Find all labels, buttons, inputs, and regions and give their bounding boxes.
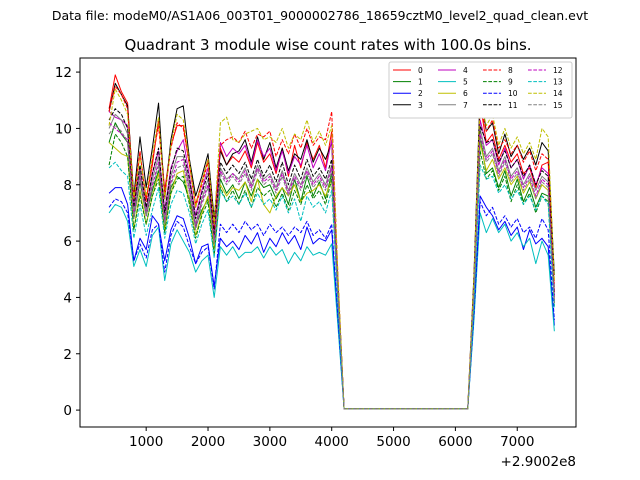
series-line-4	[108, 111, 555, 410]
legend-label-5: 5	[463, 78, 468, 87]
series-line-5	[108, 203, 555, 410]
legend-label-2: 2	[418, 89, 423, 98]
series-line-10	[108, 198, 555, 410]
x-tick-label: 1000	[129, 434, 163, 450]
y-axis: 0 2 4 6 8 10 12	[55, 65, 80, 419]
x-tick-label: 2000	[191, 434, 225, 450]
legend-label-8: 8	[508, 66, 513, 75]
legend-box	[388, 61, 573, 119]
y-tick-label: 8	[63, 178, 72, 194]
legend-label-11: 11	[508, 101, 518, 110]
y-tick-label: 12	[55, 65, 72, 81]
axes-frame	[79, 57, 577, 428]
legend-label-13: 13	[553, 78, 563, 87]
y-tick-label: 2	[63, 347, 72, 363]
x-offset-label: +2.9002e8	[501, 454, 576, 470]
legend-label-0: 0	[418, 66, 423, 75]
x-tick-label: 5000	[376, 434, 410, 450]
suptitle: Data file: modeM0/AS1A06_003T01_90000027…	[52, 8, 588, 23]
chart-title: Quadrant 3 module wise count rates with …	[124, 36, 531, 54]
x-axis: 1000 2000 3000 4000 5000 6000 7000	[129, 427, 534, 450]
series-line-11	[108, 108, 555, 410]
legend-label-9: 9	[508, 78, 513, 87]
legend-label-1: 1	[418, 78, 423, 87]
series-line-13	[108, 161, 555, 410]
x-tick-label: 4000	[315, 434, 349, 450]
legend-label-6: 6	[463, 89, 468, 98]
legend-label-15: 15	[553, 101, 563, 110]
series-line-12	[108, 122, 555, 410]
plot-area	[79, 57, 577, 428]
legend-label-12: 12	[553, 66, 563, 75]
series-layer	[108, 74, 555, 410]
y-tick-label: 10	[55, 121, 72, 137]
legend-label-14: 14	[553, 89, 563, 98]
y-tick-label: 6	[63, 234, 72, 250]
legend-label-3: 3	[418, 101, 423, 110]
series-line-15	[108, 125, 555, 410]
legend-label-10: 10	[508, 89, 518, 98]
y-tick-label: 4	[63, 290, 72, 306]
x-tick-label: 3000	[253, 434, 287, 450]
legend-label-4: 4	[463, 66, 468, 75]
y-tick-label: 0	[63, 403, 72, 419]
legend-label-7: 7	[463, 101, 468, 110]
series-line-9	[108, 133, 555, 410]
x-tick-label: 6000	[438, 434, 472, 450]
x-tick-label: 7000	[500, 434, 534, 450]
